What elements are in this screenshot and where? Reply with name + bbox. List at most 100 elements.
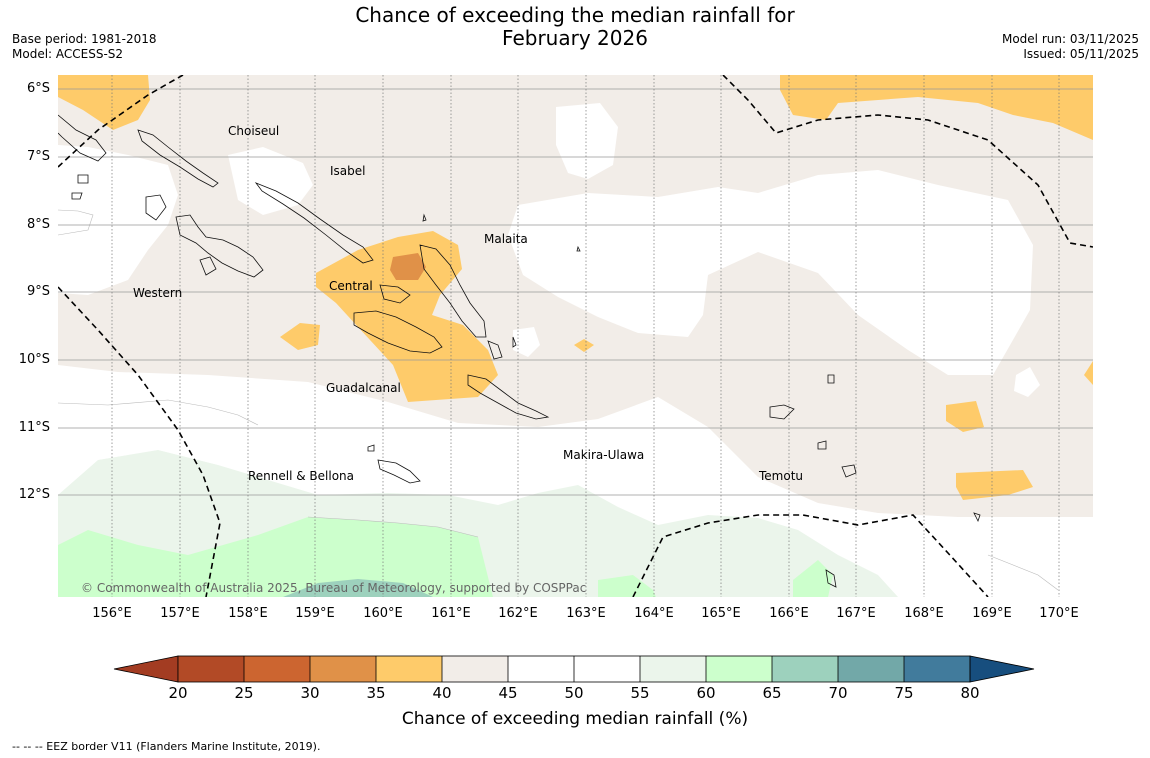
- zone-60-65-east: [793, 560, 833, 597]
- lon-gridlines: [111, 75, 1060, 597]
- zone-65-70-south: [283, 579, 433, 597]
- label-guadalcanal: Guadalcanal: [326, 381, 401, 395]
- colorbar-bin-70-75: [838, 656, 904, 682]
- lon-label-165e: 165°E: [701, 606, 741, 621]
- colorbar-bin-55-60: [640, 656, 706, 682]
- lon-label-167e: 167°E: [836, 606, 876, 621]
- title-line-2: February 2026: [502, 26, 648, 50]
- island-utupua: [841, 464, 857, 478]
- lon-label-158e: 158°E: [228, 606, 268, 621]
- colorbar-bin-40-45: [442, 656, 508, 682]
- cb-tick-55: 55: [630, 684, 650, 702]
- zone-45-55-se: [1014, 367, 1040, 397]
- lat-label-12s: 12°S: [18, 487, 50, 502]
- zone-45-55-sw: [58, 400, 238, 445]
- island-guadalcanal: [353, 310, 443, 354]
- island-rendova: [199, 256, 217, 276]
- colorbar-high-extension: [969, 655, 1035, 683]
- colorbar-bin-45-50: [508, 656, 574, 682]
- lat-gridlines: [58, 88, 1093, 496]
- meta-left: Base period: 1981-2018 Model: ACCESS-S2: [12, 32, 157, 62]
- lon-label-166e: 166°E: [769, 606, 809, 621]
- label-isabel: Isabel: [330, 164, 365, 178]
- colorbar-bin-35-40: [376, 656, 442, 682]
- island-reef: [827, 374, 835, 384]
- island-vella-lavella: [145, 194, 167, 221]
- lon-label-160e: 160°E: [363, 606, 403, 621]
- label-malaita: Malaita: [484, 232, 528, 246]
- lat-label-10s: 10°S: [18, 352, 50, 367]
- island-choiseul: [137, 129, 219, 188]
- cb-tick-65: 65: [762, 684, 782, 702]
- cb-tick-35: 35: [366, 684, 386, 702]
- issued-date: Issued: 05/11/2025: [1023, 47, 1139, 61]
- lon-label-168e: 168°E: [904, 606, 944, 621]
- colorbar-frame: [177, 655, 971, 683]
- island-sikaiana: [576, 245, 581, 252]
- island-vanikoro: [817, 440, 827, 450]
- colorbar-label: Chance of exceeding median rainfall (%): [401, 709, 749, 729]
- lon-label-156e: 156°E: [92, 606, 132, 621]
- cb-tick-20: 20: [168, 684, 188, 702]
- map-title: Chance of exceeding the median rainfall …: [0, 4, 1150, 50]
- title-line-1: Chance of exceeding the median rainfall …: [355, 3, 795, 27]
- zone-45-55-north: [556, 103, 618, 179]
- zone-35-40-edge: [1084, 361, 1093, 385]
- colorbar-low-extension: [113, 655, 179, 683]
- label-temotu: Temotu: [758, 469, 803, 483]
- colorbar-dividers: [243, 656, 905, 682]
- colorbar-bin-25-30: [244, 656, 310, 682]
- lon-label-161e: 161°E: [431, 606, 471, 621]
- base-period: Base period: 1981-2018: [12, 32, 157, 46]
- island-nggela: [379, 284, 411, 304]
- island-treasury: [71, 192, 83, 200]
- eez-footnote: -- -- -- EEZ border V11 (Flanders Marine…: [12, 740, 321, 753]
- label-rennell-bellona: Rennell & Bellona: [248, 469, 354, 483]
- zone-45-55-east: [508, 170, 1033, 375]
- zone-35-40-west: [280, 323, 320, 350]
- label-choiseul: Choiseul: [228, 124, 279, 138]
- island-bellona: [367, 444, 375, 452]
- label-western: Western: [133, 286, 182, 300]
- lon-label-159e: 159°E: [295, 606, 335, 621]
- lat-label-8s: 8°S: [26, 217, 50, 232]
- cb-tick-40: 40: [432, 684, 452, 702]
- cb-tick-50: 50: [564, 684, 584, 702]
- colorbar: [113, 655, 1035, 683]
- lon-label-169e: 169°E: [972, 606, 1012, 621]
- lat-label-9s: 9°S: [26, 284, 50, 299]
- cb-tick-45: 45: [498, 684, 518, 702]
- model-name: Model: ACCESS-S2: [12, 47, 124, 61]
- island-isabel: [254, 182, 374, 264]
- lon-label-170e: 170°E: [1039, 606, 1079, 621]
- zone-45-55-small: [513, 327, 540, 357]
- colorbar-bin-65-70: [772, 656, 838, 682]
- cb-tick-80: 80: [960, 684, 980, 702]
- island-malaita: [419, 244, 487, 338]
- zone-60-65-south: [58, 517, 493, 597]
- meta-right: Model run: 03/11/2025 Issued: 05/11/2025: [1002, 32, 1139, 62]
- lon-label-163e: 163°E: [566, 606, 606, 621]
- zone-30-35-central: [390, 253, 426, 280]
- island-rennell: [377, 459, 421, 484]
- lon-label-162e: 162°E: [498, 606, 538, 621]
- zone-35-40-east2: [956, 470, 1033, 500]
- zone-35-40-central: [316, 231, 498, 402]
- island-makira: [467, 374, 550, 420]
- lat-label-7s: 7°S: [26, 149, 50, 164]
- lat-label-11s: 11°S: [18, 420, 50, 435]
- eez-border: [58, 75, 1093, 597]
- label-makira-ulawa: Makira-Ulawa: [563, 448, 644, 462]
- copyright-notice: © Commonwealth of Australia 2025, Bureau…: [81, 581, 586, 595]
- island-tikopia: [825, 569, 837, 588]
- island-new-georgia: [175, 214, 264, 278]
- island-small-malaita: [487, 340, 503, 360]
- zone-35-40-ne: [780, 75, 1093, 140]
- zone-60-65-mid: [598, 575, 656, 597]
- island-anuta: [973, 512, 981, 523]
- lon-label-157e: 157°E: [160, 606, 200, 621]
- cb-tick-70: 70: [828, 684, 848, 702]
- zone-35-40-east1: [946, 401, 984, 432]
- province-labels: Choiseul Isabel Malaita Western Central …: [133, 124, 803, 483]
- lon-label-164e: 164°E: [634, 606, 674, 621]
